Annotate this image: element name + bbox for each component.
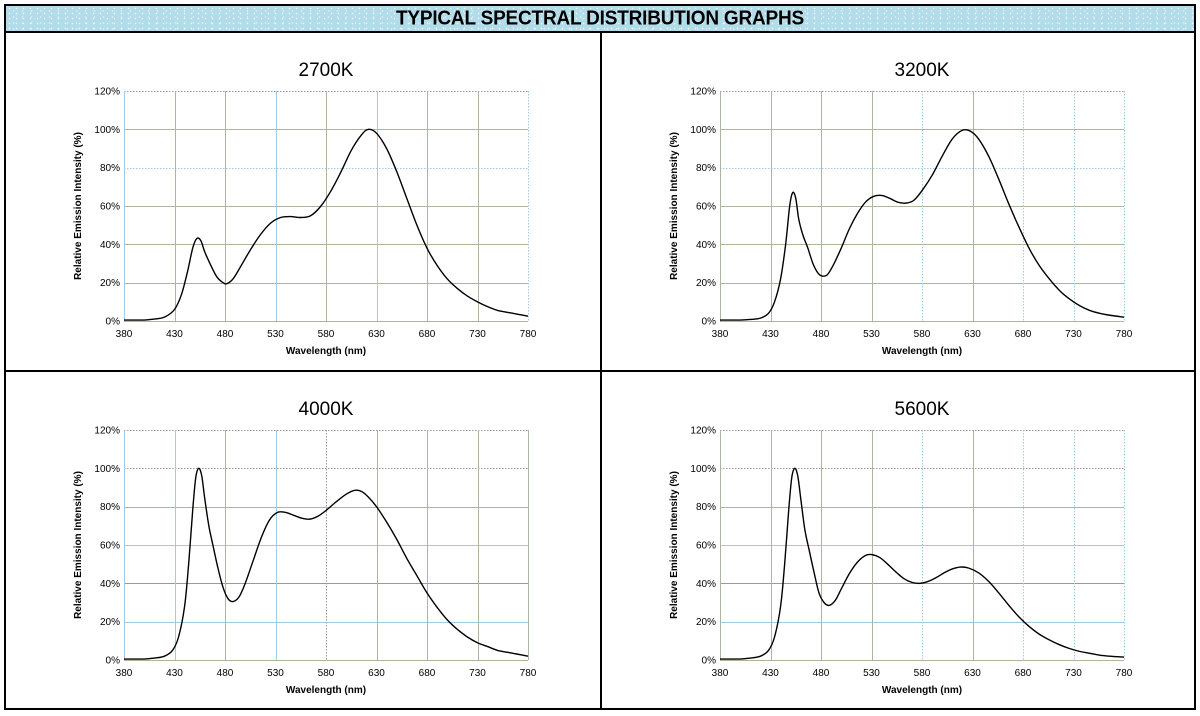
y-tick-label: 0%	[702, 656, 717, 667]
x-axis-label: Wavelength (nm)	[882, 346, 962, 357]
y-axis-label: Relative Emission Intensity (%)	[73, 132, 84, 280]
y-tick-label: 60%	[696, 202, 716, 213]
y-tick-label: 60%	[100, 541, 120, 552]
x-tick-label: 780	[520, 668, 537, 679]
y-tick-label: 0%	[106, 656, 121, 667]
chart-title: 3200K	[895, 60, 950, 81]
x-tick-label: 480	[813, 668, 830, 679]
x-tick-label: 580	[318, 329, 335, 340]
x-tick-label: 530	[267, 329, 284, 340]
y-tick-label: 40%	[100, 240, 120, 251]
y-tick-label: 40%	[696, 240, 716, 251]
y-tick-label: 80%	[696, 163, 716, 174]
x-tick-label: 480	[217, 329, 234, 340]
horizontal-divider	[6, 370, 1194, 372]
x-tick-label: 580	[914, 668, 931, 679]
x-tick-label: 430	[762, 668, 779, 679]
x-tick-label: 480	[813, 329, 830, 340]
x-tick-label: 380	[116, 329, 133, 340]
x-tick-label: 680	[419, 668, 436, 679]
y-tick-label: 80%	[100, 502, 120, 513]
y-tick-label: 100%	[690, 464, 716, 475]
x-axis-label: Wavelength (nm)	[882, 685, 962, 696]
page-title: TYPICAL SPECTRAL DISTRIBUTION GRAPHS	[395, 6, 805, 29]
chart-4000k: 4000K 0% 20% 40% 60% 80% 100% 120% 380 430 480 530 5…	[73, 399, 537, 696]
x-tick-label: 730	[1065, 668, 1082, 679]
y-tick-label: 80%	[696, 502, 716, 513]
chart-panel-2: 4000K 0% 20% 40% 60% 80% 100% 120% 380 430 480 530 5…	[6, 372, 600, 708]
x-tick-label: 630	[368, 329, 385, 340]
chart-5600k: 5600K 0% 20% 40% 60% 80% 100% 120% 380 430 480 530 5…	[669, 399, 1133, 696]
x-tick-label: 430	[166, 329, 183, 340]
y-tick-label: 120%	[690, 87, 716, 98]
y-tick-label: 20%	[100, 617, 120, 628]
x-tick-label: 630	[368, 668, 385, 679]
x-tick-label: 730	[1065, 329, 1082, 340]
gridlines	[124, 430, 529, 661]
y-tick-label: 0%	[702, 317, 717, 328]
page-header: TYPICAL SPECTRAL DISTRIBUTION GRAPHS	[6, 6, 1194, 33]
chart-2700k: 2700K 0% 20% 40% 60% 80% 100% 120% 380 430 480 530 5…	[73, 60, 537, 357]
y-tick-label: 60%	[696, 541, 716, 552]
x-tick-label: 630	[964, 668, 981, 679]
y-tick-label: 60%	[100, 202, 120, 213]
spectral-curve-4000k	[123, 467, 529, 660]
y-tick-label: 40%	[696, 579, 716, 590]
chart-3200k: 3200K 0% 20% 40% 60% 80% 100% 120% 380 430 480 530 5…	[669, 60, 1133, 357]
y-tick-label: 20%	[696, 278, 716, 289]
x-tick-label: 730	[469, 668, 486, 679]
x-tick-label: 530	[267, 668, 284, 679]
y-axis-label: Relative Emission Intensity (%)	[669, 471, 680, 619]
chart-panel-1: 3200K 0% 20% 40% 60% 80% 100% 120% 380 430 480 530 5…	[602, 33, 1196, 369]
x-tick-label: 430	[166, 668, 183, 679]
x-tick-label: 380	[116, 668, 133, 679]
chart-title: 4000K	[299, 399, 354, 420]
y-tick-label: 20%	[696, 617, 716, 628]
x-tick-label: 380	[712, 329, 729, 340]
y-tick-label: 20%	[100, 278, 120, 289]
x-tick-label: 780	[1116, 329, 1133, 340]
x-tick-label: 530	[863, 668, 880, 679]
y-tick-label: 120%	[94, 87, 120, 98]
chart-title: 2700K	[299, 60, 354, 81]
y-tick-label: 100%	[94, 464, 120, 475]
x-tick-label: 480	[217, 668, 234, 679]
y-tick-label: 120%	[690, 426, 716, 437]
gridlines	[720, 430, 1125, 661]
y-axis-label: Relative Emission Intensity (%)	[669, 132, 680, 280]
y-tick-label: 40%	[100, 579, 120, 590]
y-tick-label: 120%	[94, 426, 120, 437]
y-axis-label: Relative Emission Intensity (%)	[73, 471, 84, 619]
x-tick-label: 730	[469, 329, 486, 340]
x-tick-label: 680	[419, 329, 436, 340]
y-tick-label: 80%	[100, 163, 120, 174]
x-tick-label: 580	[318, 668, 335, 679]
x-tick-label: 680	[1015, 668, 1032, 679]
spectral-curve-2700k	[123, 128, 529, 321]
x-tick-label: 430	[762, 329, 779, 340]
spectral-curve-3200k	[719, 128, 1125, 321]
y-tick-label: 100%	[94, 125, 120, 136]
y-tick-label: 0%	[106, 317, 121, 328]
chart-panel-3: 5600K 0% 20% 40% 60% 80% 100% 120% 380 430 480 530 5…	[602, 372, 1196, 708]
x-tick-label: 530	[863, 329, 880, 340]
x-tick-label: 380	[712, 668, 729, 679]
x-tick-label: 680	[1015, 329, 1032, 340]
chart-panel-0: 2700K 0% 20% 40% 60% 80% 100% 120% 380 430 480 530 5…	[6, 33, 600, 369]
chart-title: 5600K	[895, 399, 950, 420]
x-axis-label: Wavelength (nm)	[286, 685, 366, 696]
x-tick-label: 780	[520, 329, 537, 340]
page-frame: TYPICAL SPECTRAL DISTRIBUTION GRAPHS 270…	[4, 4, 1196, 710]
x-tick-label: 580	[914, 329, 931, 340]
y-tick-label: 100%	[690, 125, 716, 136]
x-tick-label: 630	[964, 329, 981, 340]
gridlines	[124, 91, 529, 322]
spectral-curve-5600k	[719, 467, 1125, 660]
x-axis-label: Wavelength (nm)	[286, 346, 366, 357]
gridlines	[720, 91, 1125, 322]
x-tick-label: 780	[1116, 668, 1133, 679]
